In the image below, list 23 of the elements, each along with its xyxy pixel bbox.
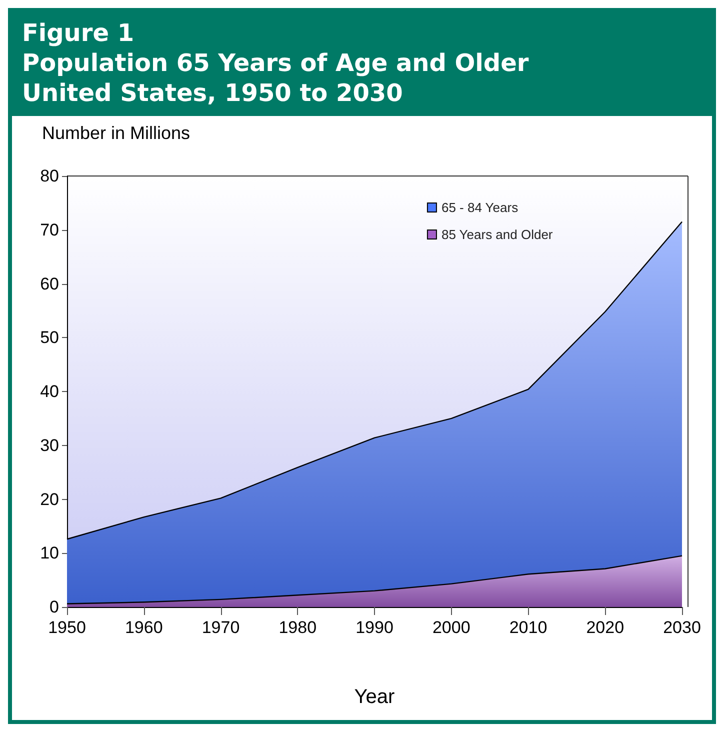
y-tick-label: 40	[40, 382, 59, 401]
x-tick-label: 2000	[432, 618, 470, 637]
x-tick-label: 1990	[356, 618, 394, 637]
y-tick-label: 30	[40, 436, 59, 455]
x-tick-label: 1960	[124, 618, 163, 637]
x-tick-label: 1980	[278, 618, 317, 637]
x-tick-label: 1950	[48, 618, 86, 637]
y-tick-label: 50	[40, 328, 59, 348]
y-tick-label: 70	[40, 220, 59, 240]
y-axis-title: Number in Millions	[42, 123, 190, 143]
x-tick-label: 1970	[202, 618, 240, 637]
y-tick-label: 80	[40, 166, 59, 186]
x-tick-label: 2030	[663, 618, 701, 637]
x-tick-label: 2010	[509, 618, 548, 637]
x-axis-title: Year	[354, 686, 396, 708]
y-tick-label: 60	[40, 274, 59, 294]
y-tick-label: 10	[40, 544, 59, 563]
y-tick-label: 20	[40, 490, 59, 509]
legend-label: 85 Years and Older	[441, 227, 554, 242]
x-tick-label: 2020	[586, 618, 624, 637]
legend-label: 65 - 84 Years	[441, 200, 519, 215]
y-tick-label: 0	[50, 598, 59, 616]
chart-title: Figure 1 Population 65 Years of Age and Older United States, 1950 to 2030	[12, 12, 712, 116]
